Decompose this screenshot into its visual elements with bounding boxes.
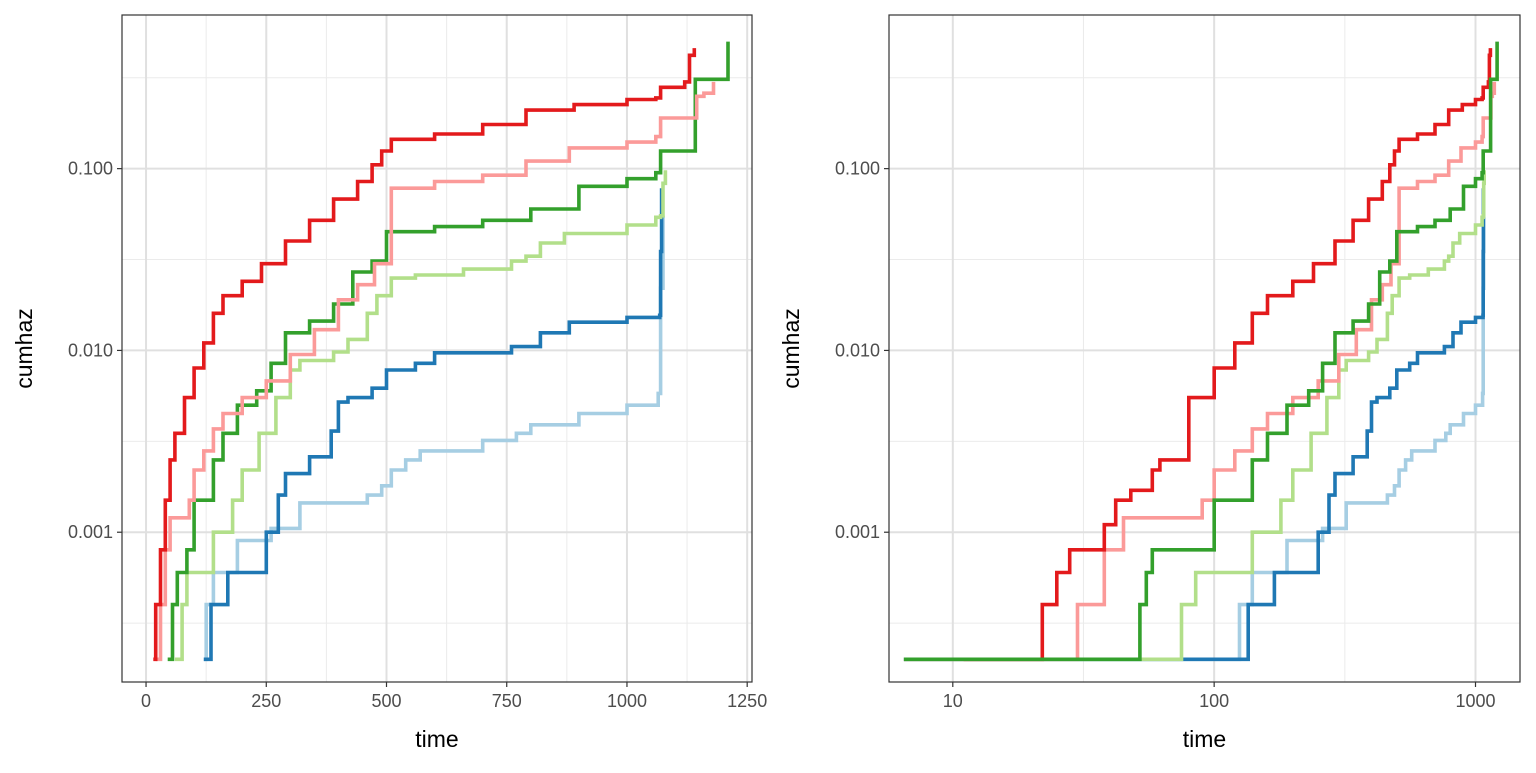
series-line-5 bbox=[155, 81, 716, 662]
y-tick-label: 0.010 bbox=[68, 340, 113, 360]
panel-border bbox=[888, 14, 1521, 683]
series-line-3 bbox=[174, 170, 668, 662]
y-axis-title: cumhaz bbox=[11, 308, 37, 389]
series-line-4 bbox=[167, 41, 730, 662]
x-tick-label: 250 bbox=[251, 691, 281, 711]
series-line-2 bbox=[903, 188, 1486, 662]
y-tick-label: 0.001 bbox=[68, 522, 113, 542]
series-group bbox=[153, 41, 730, 662]
series-line-6 bbox=[903, 41, 1499, 662]
series-group bbox=[903, 41, 1499, 662]
panel-1: 0 250 500 750 1000 1250 0.001 0.010 0.100 time cum… bbox=[11, 14, 767, 752]
x-axis-title: time bbox=[415, 726, 458, 752]
x-tick-label: 0 bbox=[141, 691, 151, 711]
x-axis-title: time bbox=[1183, 726, 1226, 752]
series-line-1 bbox=[903, 215, 1486, 662]
x-tick-label: 1000 bbox=[607, 691, 647, 711]
y-tick-label: 0.001 bbox=[835, 522, 880, 542]
y-axis-title: cumhaz bbox=[778, 308, 804, 389]
series-line-1 bbox=[203, 215, 665, 662]
panel-border bbox=[121, 14, 753, 683]
series-line-4 bbox=[903, 81, 1497, 662]
y-tick-label: 0.100 bbox=[835, 159, 880, 179]
x-tick-label: 1000 bbox=[1455, 691, 1495, 711]
series-line-2 bbox=[203, 188, 664, 662]
x-tick-label: 1250 bbox=[727, 691, 767, 711]
x-tick-label: 750 bbox=[492, 691, 522, 711]
panel-2: 10 100 1000 0.001 0.010 0.100 time cumhaz bbox=[778, 14, 1521, 752]
series-line-6 bbox=[153, 48, 697, 662]
series-line-5 bbox=[963, 48, 1493, 662]
x-tick-label: 100 bbox=[1199, 691, 1229, 711]
x-tick-label: 500 bbox=[371, 691, 401, 711]
y-tick-label: 0.100 bbox=[68, 159, 113, 179]
x-tick-label: 10 bbox=[943, 691, 963, 711]
y-tick-label: 0.010 bbox=[835, 340, 880, 360]
series-line-3 bbox=[903, 170, 1486, 662]
